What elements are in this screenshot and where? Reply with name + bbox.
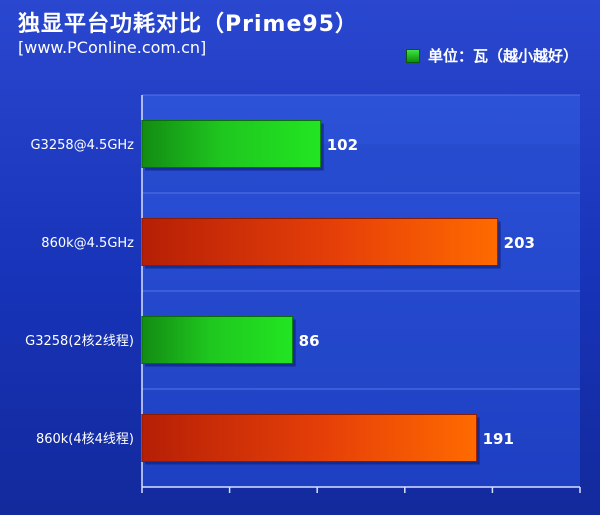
bar bbox=[141, 218, 499, 266]
category-label: 860k(4核4线程) bbox=[36, 432, 134, 447]
category-label: G3258(2核2线程) bbox=[25, 334, 134, 349]
value-label: 203 bbox=[504, 234, 535, 252]
chart-title: 独显平台功耗对比（Prime95） bbox=[18, 12, 358, 37]
legend-label: 单位：瓦（越小越好） bbox=[427, 47, 578, 65]
value-label: 86 bbox=[299, 332, 320, 350]
legend: 单位：瓦（越小越好） bbox=[405, 45, 578, 66]
category-label: G3258@4.5GHz bbox=[30, 138, 134, 153]
category-label: 860k@4.5GHz bbox=[41, 236, 134, 251]
bar bbox=[141, 120, 322, 168]
value-label: 102 bbox=[327, 136, 358, 154]
source-label: [www.PConline.com.cn] bbox=[18, 38, 207, 57]
bar bbox=[141, 316, 294, 364]
bar bbox=[141, 414, 478, 462]
value-label: 191 bbox=[483, 430, 514, 448]
legend-swatch bbox=[405, 48, 420, 63]
